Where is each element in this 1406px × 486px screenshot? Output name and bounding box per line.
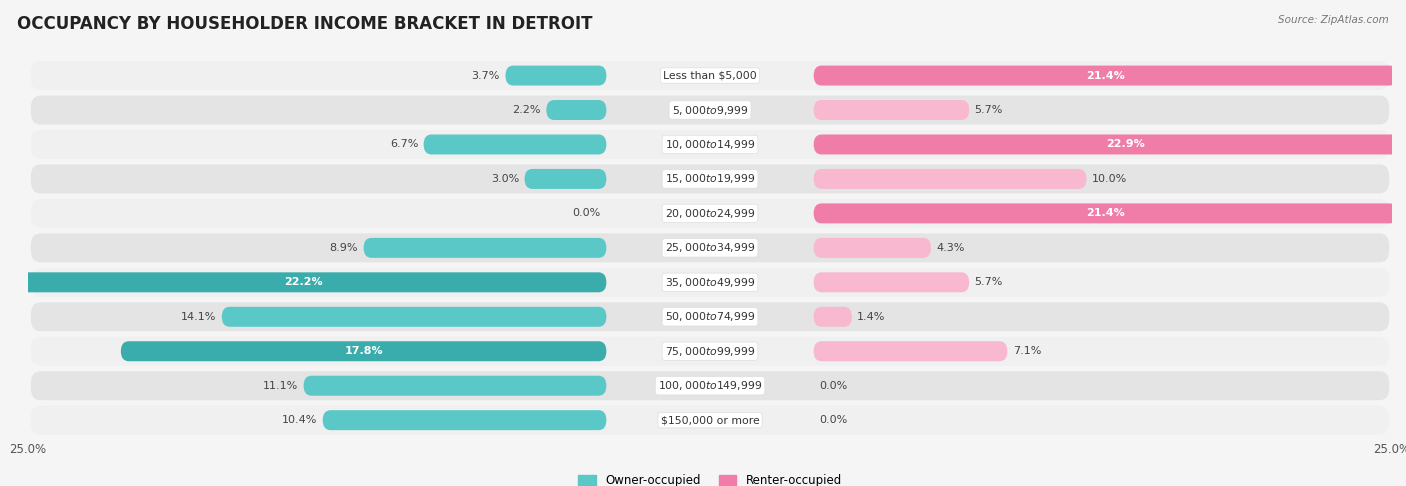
Text: $50,000 to $74,999: $50,000 to $74,999 xyxy=(665,310,755,323)
Text: Source: ZipAtlas.com: Source: ZipAtlas.com xyxy=(1278,15,1389,25)
FancyBboxPatch shape xyxy=(31,302,1389,331)
FancyBboxPatch shape xyxy=(814,341,1007,361)
Text: 10.4%: 10.4% xyxy=(281,415,318,425)
FancyBboxPatch shape xyxy=(423,135,606,155)
FancyBboxPatch shape xyxy=(524,169,606,189)
Text: Less than $5,000: Less than $5,000 xyxy=(664,70,756,81)
Text: 17.8%: 17.8% xyxy=(344,346,382,356)
FancyBboxPatch shape xyxy=(31,164,1389,193)
Text: $150,000 or more: $150,000 or more xyxy=(661,415,759,425)
Text: 7.1%: 7.1% xyxy=(1012,346,1042,356)
FancyBboxPatch shape xyxy=(304,376,606,396)
Text: 5.7%: 5.7% xyxy=(974,278,1002,287)
FancyBboxPatch shape xyxy=(222,307,606,327)
FancyBboxPatch shape xyxy=(547,100,606,120)
Text: 10.0%: 10.0% xyxy=(1092,174,1128,184)
Text: OCCUPANCY BY HOUSEHOLDER INCOME BRACKET IN DETROIT: OCCUPANCY BY HOUSEHOLDER INCOME BRACKET … xyxy=(17,15,592,33)
Text: 6.7%: 6.7% xyxy=(389,139,418,150)
FancyBboxPatch shape xyxy=(814,100,969,120)
FancyBboxPatch shape xyxy=(364,238,606,258)
FancyBboxPatch shape xyxy=(31,233,1389,262)
FancyBboxPatch shape xyxy=(31,199,1389,228)
FancyBboxPatch shape xyxy=(31,130,1389,159)
Text: $20,000 to $24,999: $20,000 to $24,999 xyxy=(665,207,755,220)
Text: $10,000 to $14,999: $10,000 to $14,999 xyxy=(665,138,755,151)
FancyBboxPatch shape xyxy=(31,406,1389,434)
Text: $35,000 to $49,999: $35,000 to $49,999 xyxy=(665,276,755,289)
FancyBboxPatch shape xyxy=(323,410,606,430)
FancyBboxPatch shape xyxy=(814,307,852,327)
FancyBboxPatch shape xyxy=(31,337,1389,366)
Text: 14.1%: 14.1% xyxy=(181,312,217,322)
FancyBboxPatch shape xyxy=(31,268,1389,297)
Text: 11.1%: 11.1% xyxy=(263,381,298,391)
Text: 22.2%: 22.2% xyxy=(284,278,323,287)
Text: 1.4%: 1.4% xyxy=(858,312,886,322)
FancyBboxPatch shape xyxy=(814,272,969,292)
FancyBboxPatch shape xyxy=(31,96,1389,124)
Text: 4.3%: 4.3% xyxy=(936,243,965,253)
Text: 21.4%: 21.4% xyxy=(1087,70,1125,81)
Text: $5,000 to $9,999: $5,000 to $9,999 xyxy=(672,104,748,117)
FancyBboxPatch shape xyxy=(31,61,1389,90)
Text: 21.4%: 21.4% xyxy=(1087,208,1125,218)
Text: 8.9%: 8.9% xyxy=(329,243,359,253)
Text: 22.9%: 22.9% xyxy=(1107,139,1146,150)
FancyBboxPatch shape xyxy=(814,238,931,258)
Text: 3.0%: 3.0% xyxy=(491,174,519,184)
FancyBboxPatch shape xyxy=(1,272,606,292)
Text: 3.7%: 3.7% xyxy=(471,70,501,81)
Text: 0.0%: 0.0% xyxy=(820,381,848,391)
FancyBboxPatch shape xyxy=(506,66,606,86)
FancyBboxPatch shape xyxy=(814,66,1398,86)
Text: 2.2%: 2.2% xyxy=(512,105,541,115)
Text: $25,000 to $34,999: $25,000 to $34,999 xyxy=(665,242,755,254)
Text: 0.0%: 0.0% xyxy=(572,208,600,218)
Text: $15,000 to $19,999: $15,000 to $19,999 xyxy=(665,173,755,186)
Text: 0.0%: 0.0% xyxy=(820,415,848,425)
FancyBboxPatch shape xyxy=(814,169,1087,189)
Text: 5.7%: 5.7% xyxy=(974,105,1002,115)
Legend: Owner-occupied, Renter-occupied: Owner-occupied, Renter-occupied xyxy=(574,469,846,486)
Text: $75,000 to $99,999: $75,000 to $99,999 xyxy=(665,345,755,358)
FancyBboxPatch shape xyxy=(121,341,606,361)
FancyBboxPatch shape xyxy=(814,204,1398,224)
Text: $100,000 to $149,999: $100,000 to $149,999 xyxy=(658,379,762,392)
FancyBboxPatch shape xyxy=(814,135,1406,155)
FancyBboxPatch shape xyxy=(31,371,1389,400)
